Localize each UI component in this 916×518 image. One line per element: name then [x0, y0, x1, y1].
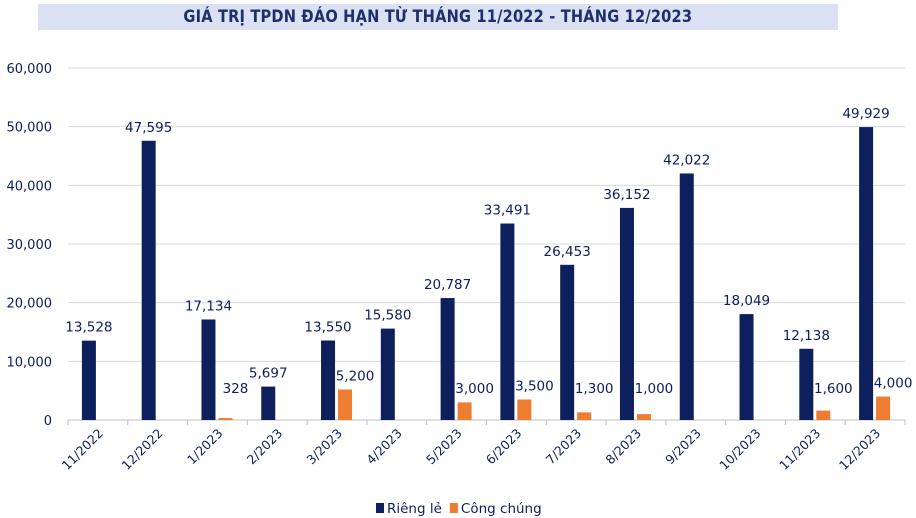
data-label: 4,000: [874, 376, 913, 392]
y-tick-label: 30,000: [7, 238, 53, 253]
x-tick-label: 11/2022: [59, 426, 106, 473]
bar-cong-chung: [517, 399, 532, 420]
bar-rieng-le: [321, 340, 336, 420]
data-label: 20,787: [424, 277, 471, 293]
bar-cong-chung: [457, 402, 472, 420]
legend-swatch: [449, 503, 458, 513]
x-tick-label: 12/2022: [118, 426, 165, 473]
bar-rieng-le: [619, 207, 634, 420]
x-tick-label: 10/2023: [716, 426, 763, 473]
data-label: 17,134: [185, 298, 232, 314]
bar-rieng-le: [739, 314, 754, 420]
chart-title: GIÁ TRỊ TPDN ĐÁO HẠN TỪ THÁNG 11/2022 - …: [183, 7, 693, 27]
x-tick-label: 8/2023: [602, 426, 644, 468]
bar-rieng-le: [141, 140, 156, 420]
data-label: 13,550: [304, 320, 351, 336]
data-label: 42,022: [663, 152, 710, 168]
x-tick-label: 6/2023: [483, 426, 525, 468]
data-label: 3,500: [515, 378, 554, 394]
y-tick-label: 20,000: [7, 297, 53, 312]
bar-rieng-le: [81, 340, 96, 420]
bar-rieng-le: [380, 328, 395, 420]
bar-cong-chung: [876, 396, 891, 420]
data-label: 49,929: [842, 106, 889, 122]
x-tick-label: 11/2023: [776, 426, 823, 473]
y-tick-label: 40,000: [7, 179, 53, 194]
x-tick-label: 4/2023: [363, 426, 405, 468]
bar-cong-chung: [338, 389, 353, 420]
x-tick-label: 2/2023: [244, 426, 286, 468]
x-tick-label: 5/2023: [423, 426, 465, 468]
bar-rieng-le: [679, 173, 694, 420]
data-label: 3,000: [455, 381, 494, 397]
bar-cong-chung: [636, 414, 651, 420]
data-label: 1,000: [635, 381, 674, 397]
legend-swatch: [376, 503, 384, 513]
x-tick-label: 12/2023: [836, 426, 883, 473]
data-label: 328: [223, 381, 249, 397]
data-label: 26,453: [544, 244, 591, 260]
data-label: 5,200: [336, 368, 375, 384]
bar-rieng-le: [261, 386, 276, 420]
bar-rieng-le: [440, 298, 455, 420]
bar-rieng-le: [799, 348, 814, 420]
x-tick-label: 9/2023: [662, 426, 704, 468]
legend-label: Công chúng: [461, 501, 542, 517]
data-label: 1,300: [575, 381, 614, 397]
y-tick-label: 50,000: [7, 121, 53, 136]
data-label: 18,049: [723, 293, 770, 309]
bar-cong-chung: [218, 418, 233, 420]
bar-rieng-le: [859, 127, 874, 421]
chart-title-box: GIÁ TRỊ TPDN ĐÁO HẠN TỪ THÁNG 11/2022 - …: [38, 4, 838, 30]
data-label: 12,138: [783, 328, 830, 344]
bar-cong-chung: [577, 412, 592, 420]
data-label: 5,697: [249, 366, 288, 382]
data-label: 13,528: [65, 320, 112, 336]
y-tick-label: 60,000: [7, 62, 53, 77]
x-tick-label: 1/2023: [184, 426, 226, 468]
data-label: 33,491: [484, 203, 531, 219]
bar-cong-chung: [816, 410, 831, 420]
x-tick-label: 3/2023: [303, 426, 345, 468]
data-label: 15,580: [364, 308, 411, 324]
data-label: 36,152: [603, 187, 650, 203]
y-tick-label: 0: [44, 414, 52, 429]
bar-rieng-le: [500, 223, 515, 420]
bar-rieng-le: [201, 319, 216, 420]
data-label: 47,595: [125, 120, 172, 136]
data-label: 1,600: [814, 381, 853, 397]
bar-rieng-le: [560, 264, 575, 420]
x-tick-label: 7/2023: [543, 426, 585, 468]
y-tick-label: 10,000: [7, 355, 53, 370]
legend-label: Riêng lẻ: [387, 501, 442, 517]
